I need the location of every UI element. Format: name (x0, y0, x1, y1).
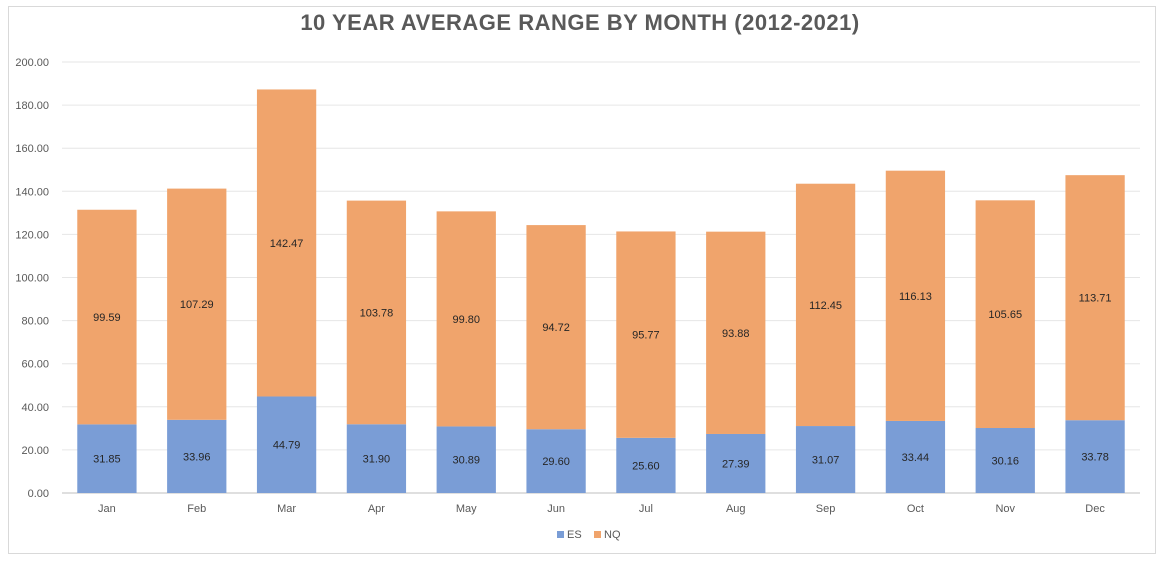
data-label: 105.65 (988, 309, 1022, 321)
data-label: 93.88 (722, 328, 750, 340)
x-tick-label: Mar (277, 503, 296, 515)
data-label: 103.78 (360, 307, 394, 319)
bar-es-nov (975, 428, 1035, 493)
y-tick-label: 20.00 (21, 445, 49, 457)
y-tick-label: 120.00 (15, 229, 49, 241)
data-label: 112.45 (809, 300, 842, 312)
x-tick-label: Aug (726, 503, 746, 515)
data-label: 44.79 (273, 440, 301, 452)
bar-es-dec (1065, 420, 1125, 493)
y-tick-label: 180.00 (15, 100, 49, 112)
bar-nq-feb (167, 188, 227, 420)
bar-nq-jan (77, 209, 137, 425)
x-tick-label: Apr (368, 503, 385, 515)
bar-es-sep (795, 426, 856, 493)
data-label: 27.39 (722, 458, 750, 470)
data-label: 94.72 (542, 322, 570, 334)
bar-nq-may (436, 211, 496, 427)
bar-es-may (436, 426, 496, 493)
legend: ES NQ (557, 529, 621, 541)
data-label: 31.90 (363, 454, 391, 466)
data-label: 116.13 (899, 291, 932, 303)
legend-label: ES (567, 529, 582, 541)
x-tick-label: Dec (1085, 503, 1105, 515)
bar-nq-apr (346, 200, 407, 425)
bar-es-mar (256, 396, 317, 493)
data-label: 99.80 (452, 314, 480, 326)
data-label: 33.78 (1081, 452, 1109, 464)
data-label: 33.96 (183, 451, 211, 463)
bars: 31.85 99.59 33.96 107.29 44.79 142.47 31.90 103… (77, 89, 1125, 493)
bar-nq-jul (616, 231, 676, 438)
data-label: 33.44 (902, 452, 930, 464)
legend-label: NQ (604, 529, 621, 541)
legend-swatch-es (557, 531, 564, 538)
y-tick-label: 140.00 (15, 186, 49, 198)
legend-swatch-nq (594, 531, 601, 538)
bar-nq-sep (795, 183, 856, 427)
y-tick-label: 0.00 (28, 488, 49, 500)
bar-es-jun (526, 429, 586, 493)
x-tick-label: Jul (639, 503, 653, 515)
chart-title: 10 YEAR AVERAGE RANGE BY MONTH (2012-202… (300, 10, 860, 35)
y-tick-label: 60.00 (21, 359, 49, 371)
bar-nq-mar (256, 89, 317, 397)
bar-es-jan (77, 424, 137, 493)
data-label: 30.89 (452, 455, 480, 467)
bar-es-oct (885, 420, 946, 493)
y-tick-label: 100.00 (15, 273, 49, 285)
bar-es-jul (616, 437, 676, 493)
x-tick-label: Nov (995, 503, 1015, 515)
y-axis: 0.00 20.00 40.00 60.00 80.00 100.00 120.00 140.… (15, 57, 49, 500)
data-label: 31.07 (812, 455, 840, 467)
data-label: 142.47 (270, 238, 304, 250)
bar-nq-jun (526, 225, 586, 430)
bar-es-apr (346, 424, 407, 493)
data-label: 107.29 (180, 299, 214, 311)
data-label: 30.16 (991, 456, 1019, 468)
y-tick-label: 200.00 (15, 57, 49, 69)
x-tick-label: Oct (907, 503, 924, 515)
gridlines (62, 61, 1140, 494)
bar-nq-oct (885, 170, 946, 421)
bar-es-aug (706, 433, 766, 493)
data-label: 99.59 (93, 312, 121, 324)
y-tick-label: 160.00 (15, 143, 49, 155)
data-label: 113.71 (1079, 293, 1112, 305)
bar-nq-nov (975, 200, 1035, 429)
x-tick-label: May (456, 503, 477, 515)
x-tick-label: Feb (187, 503, 206, 515)
x-tick-label: Sep (816, 503, 836, 515)
bar-nq-dec (1065, 175, 1125, 421)
data-label: 29.60 (542, 456, 570, 468)
data-label: 31.85 (93, 454, 121, 466)
data-label: 95.77 (632, 330, 660, 342)
y-tick-label: 80.00 (21, 316, 49, 328)
bar-nq-aug (706, 231, 766, 434)
data-label: 25.60 (632, 460, 660, 472)
x-tick-label: Jun (547, 503, 565, 515)
bar-es-feb (167, 419, 227, 493)
x-axis: Jan Feb Mar Apr May Jun Jul Aug Sep Oct Nov Dec (98, 503, 1105, 515)
x-tick-label: Jan (98, 503, 116, 515)
y-tick-label: 40.00 (21, 402, 49, 414)
